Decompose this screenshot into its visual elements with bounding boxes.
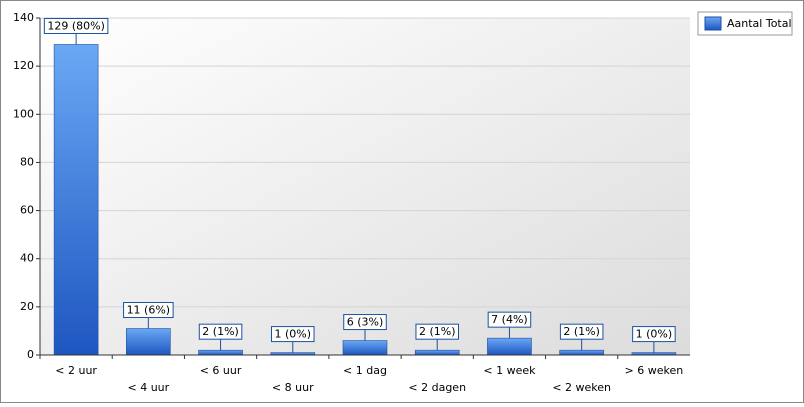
value-label-box <box>271 326 315 343</box>
value-label: 7 (4%) <box>491 313 528 326</box>
y-tick-label: 40 <box>20 252 34 265</box>
y-tick-label: 100 <box>13 107 34 120</box>
bar <box>342 340 388 356</box>
x-tick-label: < 4 uur <box>127 381 169 394</box>
y-tick-label: 60 <box>20 204 34 217</box>
value-label: 6 (3%) <box>347 316 384 329</box>
value-label: 2 (1%) <box>419 325 456 338</box>
y-tick-label: 140 <box>13 11 34 24</box>
value-label: 1 (0%) <box>275 328 312 341</box>
x-tick-label: < 6 uur <box>200 364 242 377</box>
y-tick-label: 0 <box>27 348 34 361</box>
value-label: 2 (1%) <box>202 325 239 338</box>
x-tick-label: < 2 uur <box>55 364 97 377</box>
bar <box>559 349 604 356</box>
x-tick-label: < 8 uur <box>272 381 314 394</box>
value-label-box <box>343 314 387 331</box>
legend-label: Aantal Total <box>727 17 792 30</box>
x-tick-label: < 2 weken <box>552 381 611 394</box>
value-label-box <box>123 302 174 319</box>
legend: Aantal Total <box>697 11 793 36</box>
bar <box>53 44 99 356</box>
bar <box>487 337 532 356</box>
value-label-box <box>632 326 676 343</box>
x-tick-label: < 1 dag <box>343 364 387 377</box>
value-label: 1 (0%) <box>636 328 673 341</box>
y-tick-label: 80 <box>20 155 34 168</box>
value-label-box <box>198 323 243 340</box>
bar <box>126 328 171 356</box>
y-tick-label: 120 <box>13 59 34 72</box>
bar <box>198 349 243 356</box>
x-tick-label: < 1 week <box>483 364 536 377</box>
value-label-box <box>487 311 532 328</box>
value-label: 11 (6%) <box>127 304 171 317</box>
x-tick-label: > 6 weken <box>625 364 684 377</box>
value-label: 2 (1%) <box>563 325 600 338</box>
value-label-box <box>559 323 604 340</box>
value-label-box <box>415 323 459 340</box>
legend-swatch <box>704 16 722 31</box>
plot-area <box>40 18 690 355</box>
x-tick-label: < 2 dagen <box>408 381 466 394</box>
value-label-box <box>43 17 109 34</box>
value-label: 129 (80%) <box>47 19 105 32</box>
y-tick-label: 20 <box>20 300 34 313</box>
bar <box>414 349 460 356</box>
